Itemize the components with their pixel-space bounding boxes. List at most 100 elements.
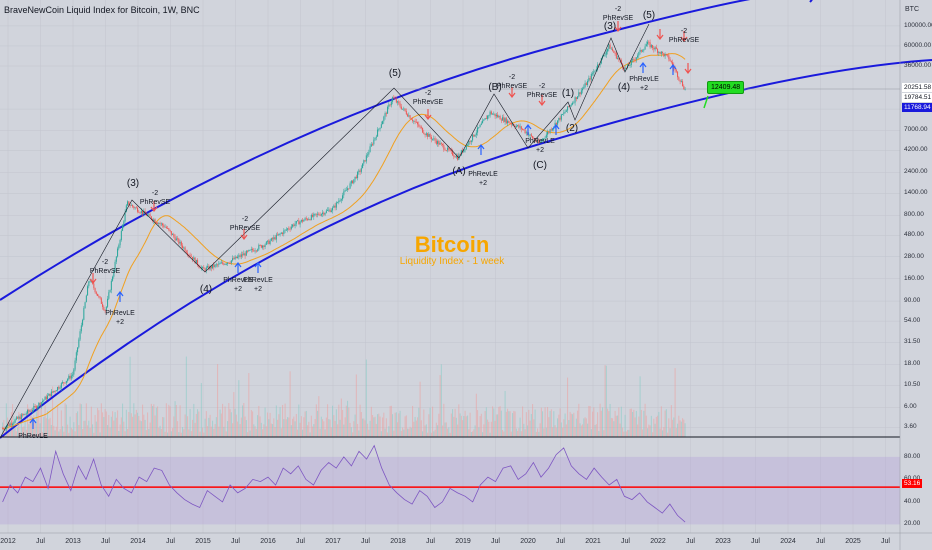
volume-bar xyxy=(185,356,187,437)
volume-bar xyxy=(264,407,266,437)
volume-bar xyxy=(138,416,140,437)
candle-body xyxy=(650,45,652,48)
candle-body xyxy=(335,202,337,208)
volume-bar xyxy=(203,432,205,437)
volume-bar xyxy=(522,406,524,437)
volume-bar xyxy=(145,430,147,437)
candle-body xyxy=(420,126,422,128)
candle-body xyxy=(588,78,590,81)
volume-bar xyxy=(154,415,156,437)
volume-bar xyxy=(527,425,529,437)
candle-body xyxy=(390,101,392,106)
volume-bar xyxy=(447,428,449,437)
signal-label: PhRevLE +2 xyxy=(468,171,498,187)
candle-body xyxy=(384,113,386,117)
volume-bar xyxy=(370,406,372,437)
volume-bar xyxy=(220,413,222,437)
up-arrow-head xyxy=(234,262,242,268)
volume-bar xyxy=(402,427,404,437)
candle-body xyxy=(648,41,650,43)
volume-bar xyxy=(585,418,587,437)
volume-bar xyxy=(414,416,416,437)
price-badge-close: 19784.51 xyxy=(902,93,932,102)
candle-body xyxy=(260,245,262,248)
volume-bar xyxy=(463,416,465,437)
candle-body xyxy=(609,44,611,49)
volume-bar xyxy=(668,418,670,437)
candle-body xyxy=(309,219,311,221)
candle-body xyxy=(388,104,390,107)
candle-body xyxy=(484,118,486,120)
volume-bar xyxy=(562,427,564,437)
candle-body xyxy=(49,393,51,397)
volume-bar xyxy=(592,411,594,437)
x-tick-label: Jul xyxy=(231,538,240,545)
candle-body xyxy=(595,68,597,71)
volume-bar xyxy=(318,396,320,437)
volume-bar xyxy=(542,411,544,437)
volume-bar xyxy=(193,403,195,437)
candle-body xyxy=(389,104,391,106)
candle-body xyxy=(15,417,17,420)
volume-bar xyxy=(390,405,392,437)
candle-body xyxy=(215,264,217,266)
candle-body xyxy=(662,51,664,54)
volume-bar xyxy=(439,375,441,437)
volume-bar xyxy=(404,416,406,437)
candle-body xyxy=(113,271,115,277)
rsi-tick-label: 80.00 xyxy=(904,452,921,460)
candle-body xyxy=(442,143,444,146)
candle-body xyxy=(457,155,459,160)
candle-body xyxy=(75,352,77,361)
volume-bar xyxy=(299,422,301,437)
volume-bar xyxy=(227,421,229,437)
candle-body xyxy=(94,288,96,293)
volume-bar xyxy=(625,431,627,437)
candle-body xyxy=(343,191,345,196)
candle-body xyxy=(562,114,564,115)
candle-body xyxy=(404,108,406,111)
candle-body xyxy=(412,119,414,122)
candle-body xyxy=(568,106,570,108)
volume-bar xyxy=(515,428,517,437)
down-arrow-head xyxy=(240,234,248,240)
signal-label: PhRevLE +2 xyxy=(629,76,659,92)
candle-body xyxy=(452,150,454,156)
volume-bar xyxy=(498,406,500,437)
candle-body xyxy=(162,223,164,226)
volume-bar xyxy=(609,403,611,437)
candle-body xyxy=(189,254,191,257)
x-tick-label: Jul xyxy=(166,538,175,545)
volume-bar xyxy=(187,416,189,437)
volume-bar xyxy=(610,417,612,437)
candle-body xyxy=(199,266,201,269)
volume-bar xyxy=(604,365,606,437)
volume-bar xyxy=(155,407,157,437)
volume-bar xyxy=(499,406,501,437)
candle-body xyxy=(499,116,501,120)
volume-bar xyxy=(339,419,341,437)
candle-body xyxy=(307,218,309,220)
volume-bar xyxy=(198,411,200,437)
volume-bar xyxy=(600,410,602,437)
volume-bar xyxy=(468,429,470,437)
candle-body xyxy=(487,115,489,120)
candle-body xyxy=(367,154,369,156)
watermark-subtitle: Liquidity Index - 1 week xyxy=(399,256,505,267)
volume-bar xyxy=(225,431,227,437)
volume-bar xyxy=(564,413,566,437)
x-tick-label: Jul xyxy=(426,538,435,545)
moving-average-line xyxy=(2,53,686,430)
candle-body xyxy=(599,63,601,65)
volume-bar xyxy=(612,418,614,437)
volume-bar xyxy=(675,428,677,437)
volume-bar xyxy=(365,359,367,437)
volume-bar xyxy=(555,427,557,437)
candle-body xyxy=(583,86,585,89)
volume-bar xyxy=(420,420,422,437)
volume-bar xyxy=(165,403,167,437)
volume-bar xyxy=(228,403,230,437)
volume-bar xyxy=(317,410,319,437)
x-tick-label: Jul xyxy=(816,538,825,545)
volume-bar xyxy=(399,410,401,437)
